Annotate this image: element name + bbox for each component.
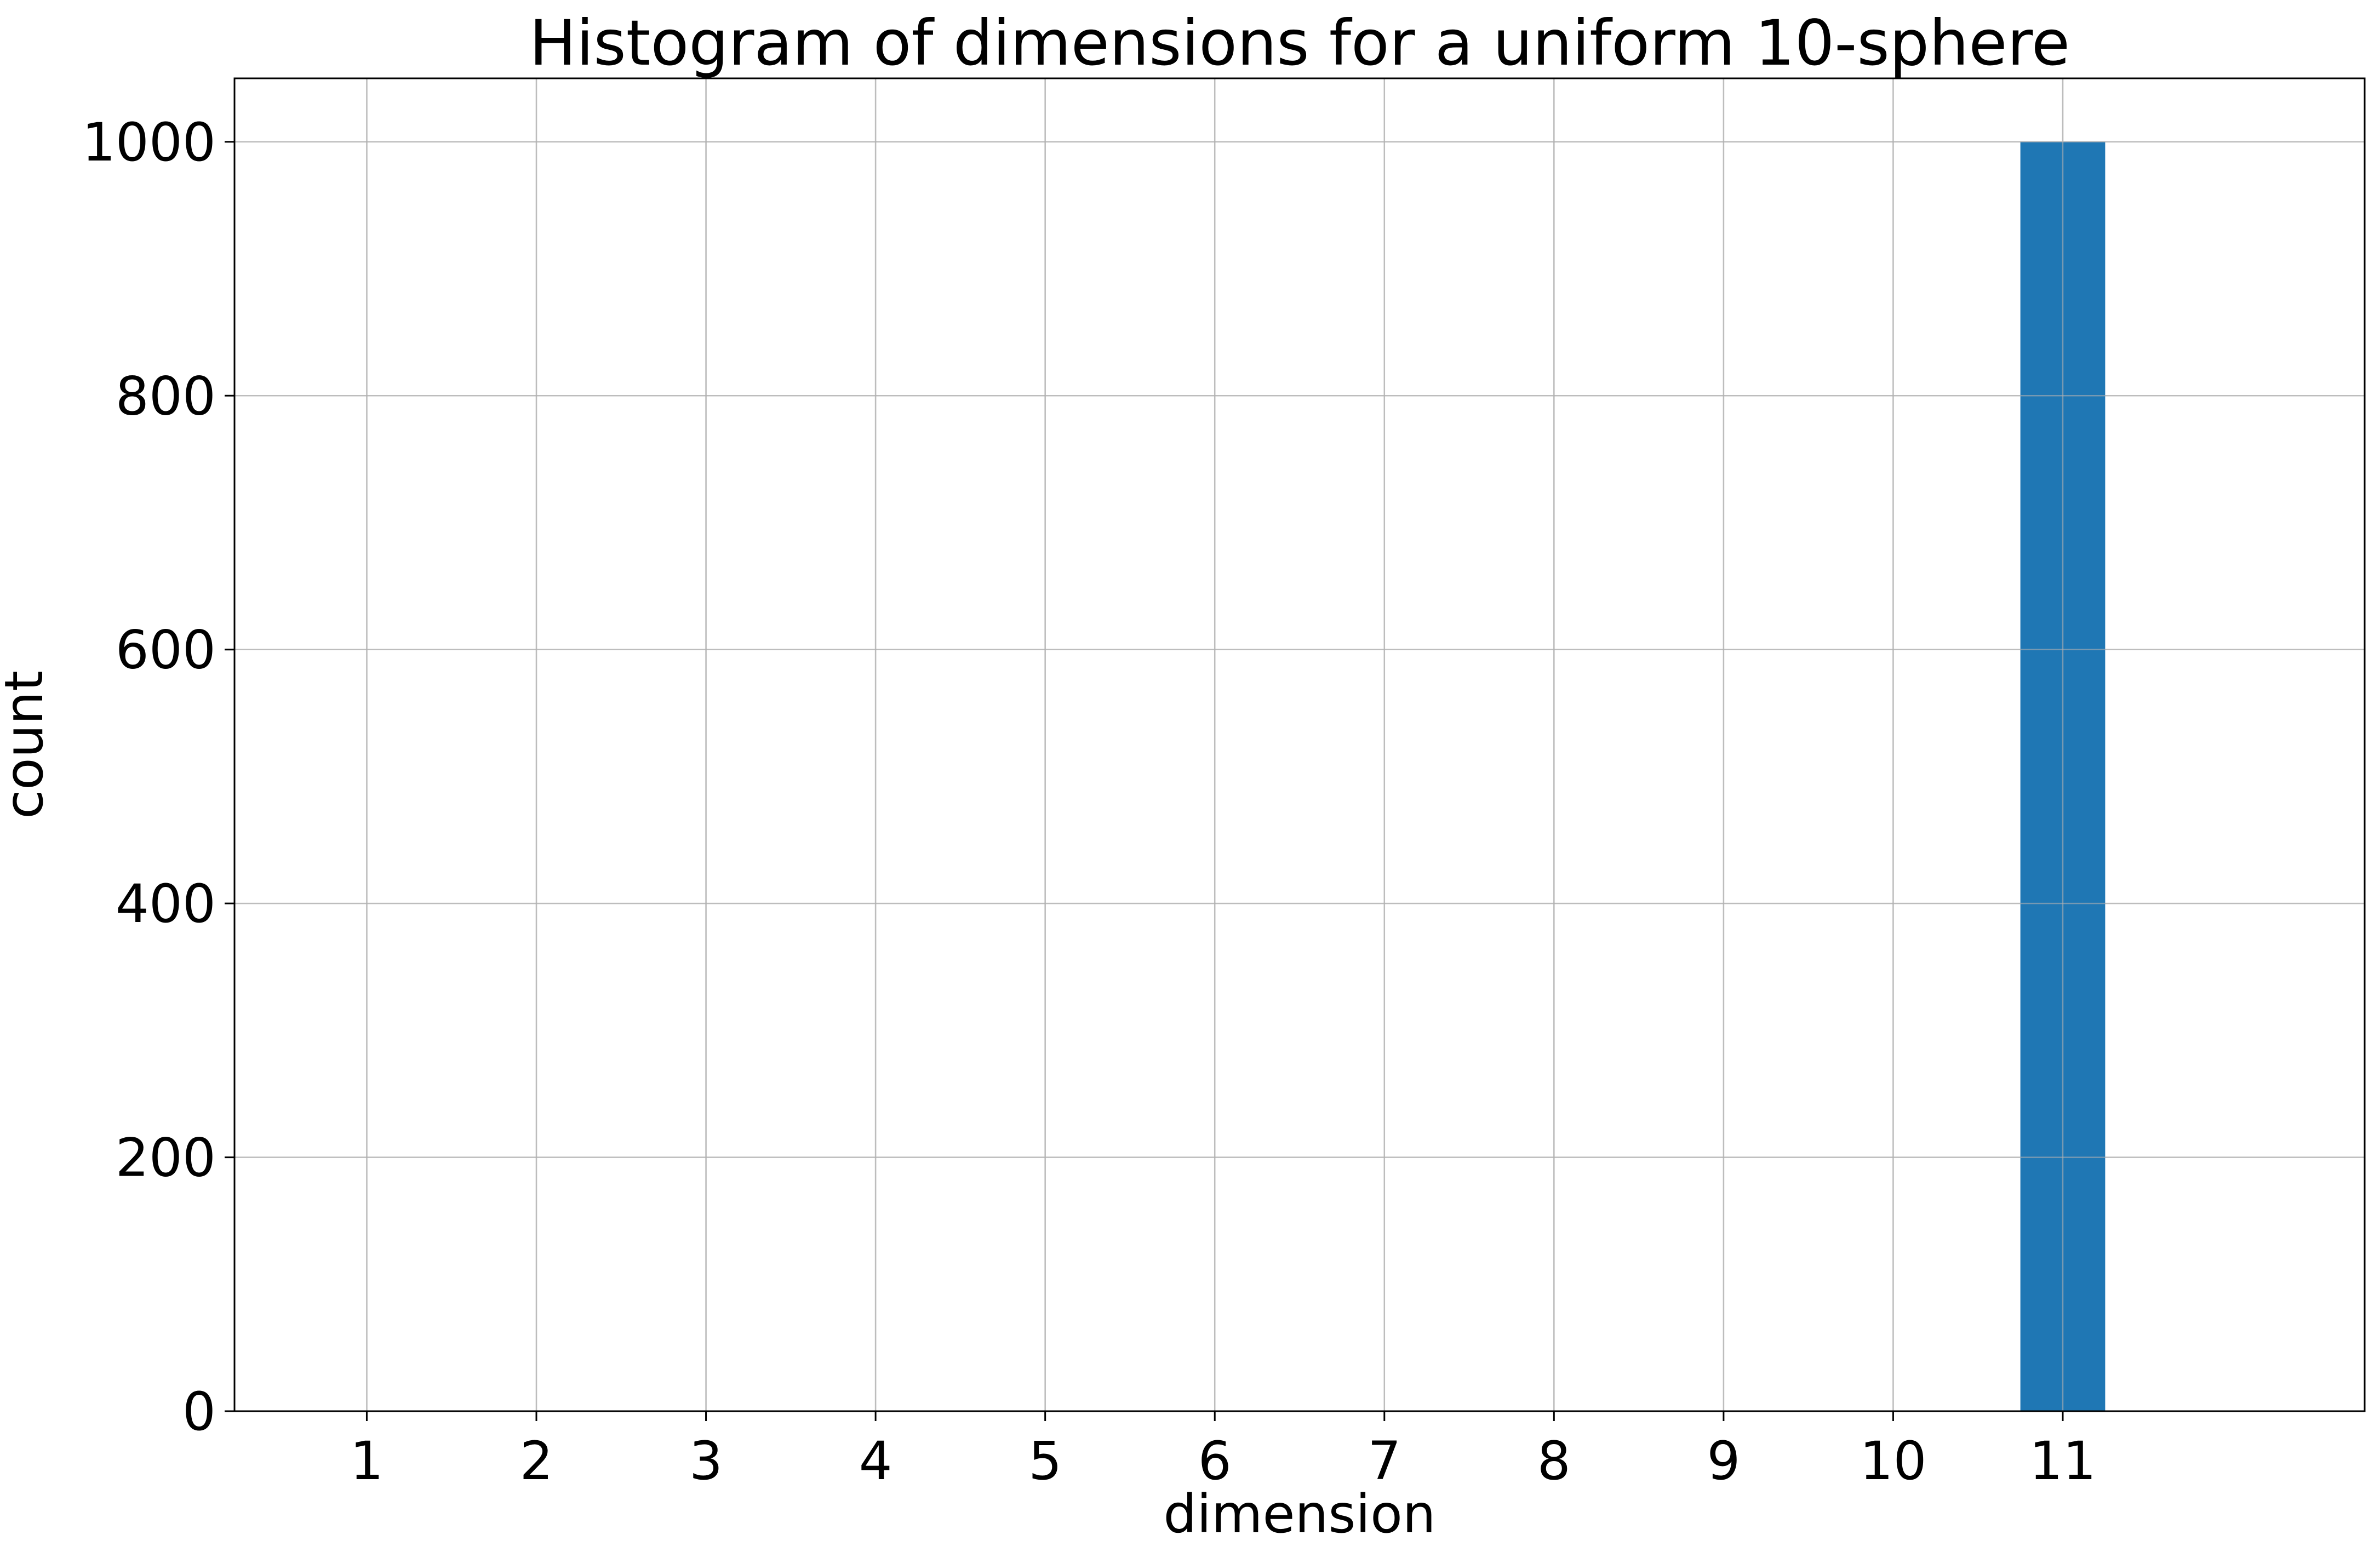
- chart-title: Histogram of dimensions for a uniform 10…: [529, 7, 2070, 79]
- y-axis-label: count: [0, 671, 55, 819]
- x-tick-label: 9: [1707, 1430, 1740, 1492]
- grid-lines-overlay: [234, 78, 2365, 1412]
- plot-frame: [233, 77, 2366, 1412]
- x-tick-label: 2: [519, 1430, 553, 1492]
- x-tick-label: 10: [1860, 1430, 1926, 1492]
- y-tick-label: 200: [116, 1127, 216, 1189]
- x-axis-ticks: 1 2 3 4 5 6 7 8 9 10 11: [350, 1411, 2096, 1492]
- x-tick-label: 4: [859, 1430, 892, 1492]
- y-tick-label: 400: [116, 873, 216, 935]
- y-axis-ticks: 0 200 400 600 800 1000: [82, 112, 234, 1442]
- y-tick-label: 800: [116, 365, 216, 427]
- x-tick-label: 5: [1028, 1430, 1062, 1492]
- y-tick-label: 600: [116, 620, 216, 681]
- x-tick-label: 1: [350, 1430, 384, 1492]
- y-tick-label: 1000: [82, 112, 216, 173]
- x-tick-label: 3: [689, 1430, 723, 1492]
- x-axis-label: dimension: [1163, 1483, 1435, 1545]
- x-tick-label: 6: [1198, 1430, 1232, 1492]
- y-tick-label: 0: [182, 1381, 216, 1442]
- x-tick-label: 7: [1368, 1430, 1401, 1492]
- x-tick-label: 11: [2029, 1430, 2096, 1492]
- x-tick-label: 8: [1537, 1430, 1571, 1492]
